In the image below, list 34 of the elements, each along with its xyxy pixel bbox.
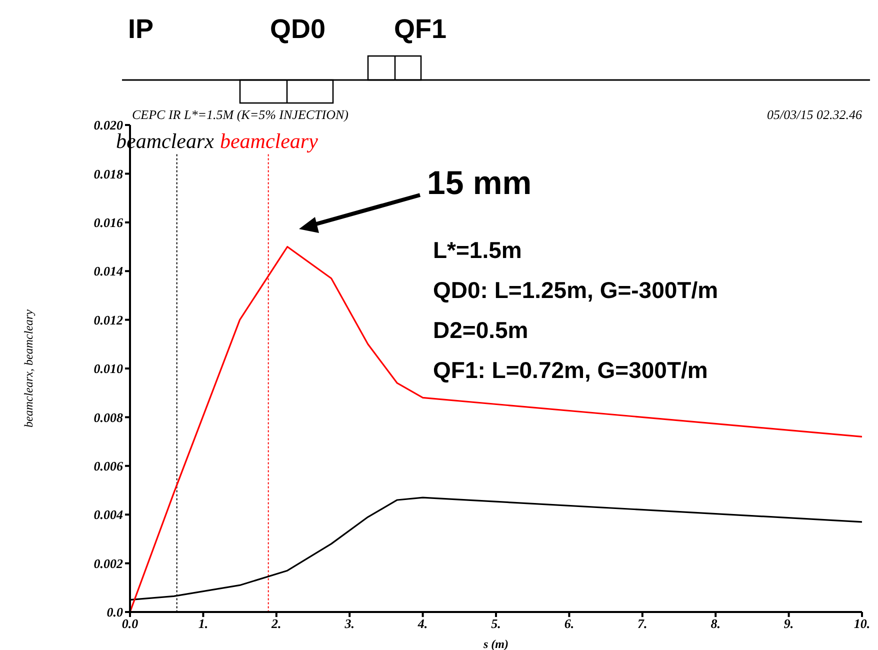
x-tick-label: 6. [564,616,574,632]
annotation: L*=1.5m [433,236,523,265]
chart-subtitle: 05/03/15 02.32.46 [767,107,862,123]
y-tick-label: 0.014 [94,264,124,279]
y-tick-label: 0.004 [94,507,124,522]
x-tick-label: 7. [638,616,648,632]
chart-title: CEPC IR L*=1.5M (K=5% INJECTION) [132,107,349,123]
y-tick-label: 0.020 [94,118,124,133]
x-tick-label: 0.0 [122,616,139,632]
text: beamcleary [220,129,318,154]
x-tick-label: 1. [198,616,208,632]
text: QD0 [270,14,326,45]
annotation: D2=0.5m [433,316,530,345]
y-tick-label: 0.006 [94,458,124,474]
annotation: QF1: L=0.72m, G=300T/m [433,356,709,385]
y-tick-label: 0.016 [94,215,124,230]
annotation: QD0: L=1.25m, G=-300T/m [433,276,718,305]
text: QF1 [394,14,447,45]
x-tick-label: 2. [270,616,282,632]
x-tick-label: 9. [784,616,794,632]
x-tick-label: 10. [854,616,870,632]
text: IP [128,14,154,45]
x-tick-label: 8. [710,616,720,632]
y-tick-label: 0.008 [94,410,124,425]
y-tick-label: 0.010 [94,361,124,376]
y-tick-label: 0.018 [94,166,124,182]
y-tick-label: 0.0 [106,604,124,620]
x-tick-label: 3. [344,616,354,632]
y-tick-label: 0.002 [94,556,124,571]
y-axis-title: beamclearx, beamcleary [21,308,36,428]
annotation: 15 mm [427,164,532,202]
x-tick-label: 5. [491,616,501,632]
y-tick-label: 0.012 [94,312,124,328]
x-tick-label: 4. [416,616,428,632]
